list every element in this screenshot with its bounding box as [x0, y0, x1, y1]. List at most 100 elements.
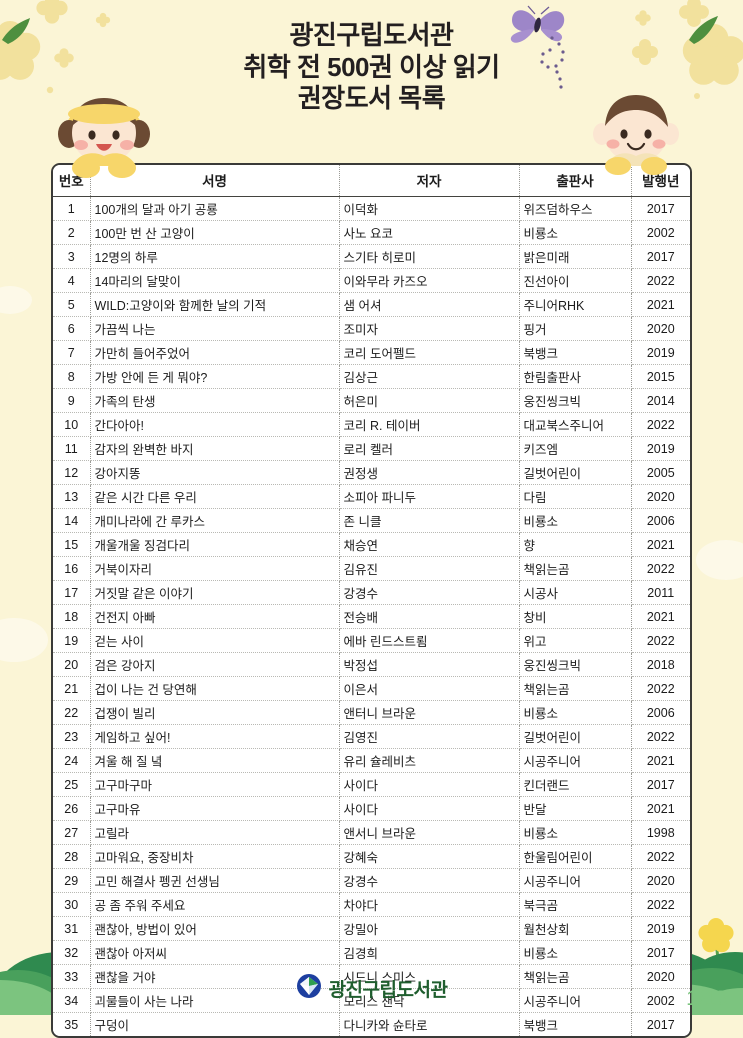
- cell-publisher: 킨더랜드: [519, 772, 632, 797]
- cell-no: 20: [53, 652, 91, 677]
- table-row: 32 괜찮아 아저씨 김경희 비룡소 2017: [53, 940, 690, 965]
- cell-no: 5: [53, 292, 91, 317]
- cell-title: 검은 강아지: [90, 652, 340, 677]
- cell-no: 17: [53, 580, 91, 605]
- table-row: 23 게임하고 싶어! 김영진 길벗어린이 2022: [53, 724, 690, 749]
- cell-title: 고민 해결사 펭귄 선생님: [90, 868, 340, 893]
- table-row: 9 가족의 탄생 허은미 웅진씽크빅 2014: [53, 388, 690, 413]
- table-row: 15 개울개울 징검다리 채승연 향 2021: [53, 532, 690, 557]
- table-row: 8 가방 안에 든 게 뭐야? 김상근 한림출판사 2015: [53, 364, 690, 389]
- cell-publisher: 웅진씽크빅: [519, 652, 632, 677]
- cell-year: 2022: [631, 844, 690, 869]
- cell-title: 같은 시간 다른 우리: [90, 484, 340, 509]
- page-indicator: 1/15: [686, 987, 729, 1010]
- cell-no: 13: [53, 484, 91, 509]
- cell-author: 에바 린드스트룀: [339, 628, 520, 653]
- cell-publisher: 키즈엠: [519, 436, 632, 461]
- cell-no: 19: [53, 628, 91, 653]
- table-row: 13 같은 시간 다른 우리 소피아 파니두 다림 2020: [53, 484, 690, 509]
- table-row: 30 공 좀 주워 주세요 차야다 북극곰 2022: [53, 892, 690, 917]
- cell-publisher: 길벗어린이: [519, 724, 632, 749]
- cell-no: 35: [53, 1012, 91, 1036]
- cell-author: 스기타 히로미: [339, 244, 520, 269]
- cell-title: 거북이자리: [90, 556, 340, 581]
- cell-publisher: 밝은미래: [519, 244, 632, 269]
- cell-publisher: 북뱅크: [519, 340, 632, 365]
- cell-publisher: 시공사: [519, 580, 632, 605]
- cell-title: 12명의 하루: [90, 244, 340, 269]
- cell-year: 2017: [631, 244, 690, 269]
- cell-publisher: 창비: [519, 604, 632, 629]
- table-row: 10 간다아아! 코리 R. 테이버 대교북스주니어 2022: [53, 412, 690, 437]
- cell-title: 공 좀 주워 주세요: [90, 892, 340, 917]
- cell-author: 모리스 샌닥: [339, 988, 520, 1013]
- cell-author: 강경수: [339, 580, 520, 605]
- cell-title: 괜찮을 거야: [90, 964, 340, 989]
- cell-year: 2017: [631, 940, 690, 965]
- cell-author: 강밀아: [339, 916, 520, 941]
- cell-publisher: 반달: [519, 796, 632, 821]
- cell-publisher: 한울림어린이: [519, 844, 632, 869]
- cell-year: 2006: [631, 700, 690, 725]
- cell-title: 겨울 해 질 녘: [90, 748, 340, 773]
- cell-author: 이은서: [339, 676, 520, 701]
- cell-year: 2019: [631, 340, 690, 365]
- cell-author: 김경희: [339, 940, 520, 965]
- cell-title: 가끔씩 나는: [90, 316, 340, 341]
- table-row: 4 14마리의 달맞이 이와무라 카즈오 진선아이 2022: [53, 268, 690, 293]
- table-row: 12 강아지똥 권정생 길벗어린이 2005: [53, 460, 690, 485]
- cell-publisher: 책읽는곰: [519, 964, 632, 989]
- cell-no: 11: [53, 436, 91, 461]
- cell-no: 1: [53, 196, 91, 221]
- cell-publisher: 진선아이: [519, 268, 632, 293]
- booklist-table: 번호 서명 저자 출판사 발행년 1 100개의 달과 아기 공룡 이덕화 위즈덤하우…: [53, 165, 690, 1036]
- table-row: 31 괜찮아, 방법이 있어 강밀아 월천상회 2019: [53, 916, 690, 941]
- cell-year: 2022: [631, 724, 690, 749]
- table-row: 25 고구마구마 사이다 킨더랜드 2017: [53, 772, 690, 797]
- butterfly-icon: [510, 5, 565, 89]
- table-row: 20 검은 강아지 박정섭 웅진씽크빅 2018: [53, 652, 690, 677]
- cell-year: 2019: [631, 916, 690, 941]
- cell-title: 고릴라: [90, 820, 340, 845]
- cell-author: 소피아 파니두: [339, 484, 520, 509]
- cell-no: 7: [53, 340, 91, 365]
- cell-title: 고구마유: [90, 796, 340, 821]
- cell-year: 2022: [631, 556, 690, 581]
- cell-year: 2022: [631, 268, 690, 293]
- cell-title: 간다아아!: [90, 412, 340, 437]
- cell-publisher: 길벗어린이: [519, 460, 632, 485]
- cell-publisher: 한림출판사: [519, 364, 632, 389]
- cell-title: 100개의 달과 아기 공룡: [90, 196, 340, 221]
- cell-author: 앤터니 브라운: [339, 700, 520, 725]
- cell-no: 24: [53, 748, 91, 773]
- cell-author: 로리 켈러: [339, 436, 520, 461]
- cell-publisher: 북극곰: [519, 892, 632, 917]
- cell-year: 2022: [631, 412, 690, 437]
- cell-publisher: 대교북스주니어: [519, 412, 632, 437]
- cell-year: 2002: [631, 220, 690, 245]
- cell-title: 괜찮아, 방법이 있어: [90, 916, 340, 941]
- cell-year: 2014: [631, 388, 690, 413]
- cell-author: 사이다: [339, 772, 520, 797]
- cell-title: 강아지똥: [90, 460, 340, 485]
- table-row: 22 겁쟁이 빌리 앤터니 브라운 비룡소 2006: [53, 700, 690, 725]
- table-row: 26 고구마유 사이다 반달 2021: [53, 796, 690, 821]
- cell-publisher: 비룡소: [519, 508, 632, 533]
- cell-publisher: 책읽는곰: [519, 556, 632, 581]
- cell-no: 25: [53, 772, 91, 797]
- cell-year: 2005: [631, 460, 690, 485]
- table-row: 27 고릴라 앤서니 브라운 비룡소 1998: [53, 820, 690, 845]
- cell-publisher: 시공주니어: [519, 868, 632, 893]
- cell-author: 샘 어셔: [339, 292, 520, 317]
- cell-publisher: 주니어RHK: [519, 292, 632, 317]
- column-header-publisher: 출판사: [519, 165, 632, 197]
- cell-year: 2018: [631, 652, 690, 677]
- cell-no: 21: [53, 676, 91, 701]
- cell-author: 코리 도어펠드: [339, 340, 520, 365]
- cell-year: 1998: [631, 820, 690, 845]
- cell-no: 34: [53, 988, 91, 1013]
- cell-publisher: 북뱅크: [519, 1012, 632, 1036]
- cell-author: 강경수: [339, 868, 520, 893]
- cell-publisher: 월천상회: [519, 916, 632, 941]
- table-row: 5 WILD:고양이와 함께한 날의 기적 샘 어셔 주니어RHK 2021: [53, 292, 690, 317]
